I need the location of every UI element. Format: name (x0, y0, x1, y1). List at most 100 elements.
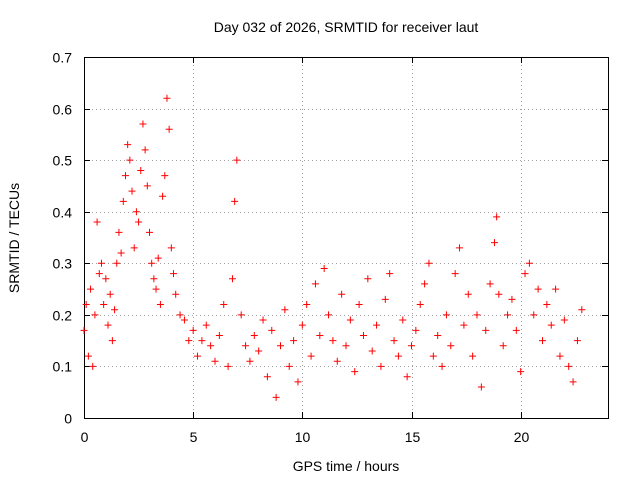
data-point (560, 316, 568, 324)
data-point (573, 337, 581, 345)
data-point (211, 357, 219, 365)
grid-lines (84, 57, 608, 418)
data-point (316, 331, 324, 339)
x-tick-label: 20 (514, 429, 530, 445)
data-point (530, 311, 538, 319)
data-point (425, 259, 433, 267)
data-point (231, 197, 239, 205)
y-tick-label: 0.5 (53, 153, 73, 169)
data-point (346, 316, 354, 324)
data-point (325, 311, 333, 319)
y-tick-label: 0 (64, 411, 72, 427)
data-point (102, 275, 110, 283)
data-point (486, 280, 494, 288)
data-point (233, 156, 241, 164)
data-point (93, 218, 101, 226)
y-tick-label: 0.6 (53, 102, 73, 118)
data-point (198, 337, 206, 345)
data-point (185, 337, 193, 345)
data-point (132, 208, 140, 216)
data-point (113, 259, 121, 267)
data-point (106, 290, 114, 298)
data-point (464, 290, 472, 298)
data-point (469, 352, 477, 360)
data-point (355, 301, 363, 309)
x-tick-label: 10 (295, 429, 311, 445)
data-point (80, 326, 88, 334)
data-points (80, 94, 586, 401)
data-point (89, 362, 97, 370)
data-point (499, 342, 507, 350)
data-point (176, 311, 184, 319)
data-point (139, 120, 147, 128)
data-point (320, 264, 328, 272)
data-point (224, 362, 232, 370)
x-tick-label: 0 (81, 429, 89, 445)
data-point (333, 357, 341, 365)
data-point (146, 228, 153, 236)
data-point (534, 285, 542, 293)
y-tick-label: 0.7 (53, 50, 73, 66)
data-point (408, 342, 415, 350)
data-point (451, 270, 459, 278)
data-point (163, 94, 171, 102)
data-point (137, 166, 145, 174)
data-point (263, 373, 271, 381)
data-point (482, 326, 490, 334)
data-point (202, 321, 210, 329)
data-point (126, 156, 134, 164)
data-point (429, 352, 437, 360)
data-point (539, 337, 546, 345)
data-point (285, 362, 293, 370)
data-point (281, 306, 289, 314)
data-point (154, 254, 162, 262)
data-point (220, 301, 228, 309)
data-point (547, 321, 555, 329)
data-point (543, 301, 551, 309)
data-point (215, 331, 223, 339)
data-point (82, 301, 90, 309)
data-point (124, 141, 132, 149)
data-point (565, 362, 573, 370)
data-point (95, 270, 103, 278)
data-point (294, 378, 302, 386)
data-point (237, 311, 245, 319)
data-point (381, 295, 389, 303)
y-tick-label: 0.2 (53, 308, 73, 324)
data-point (377, 362, 385, 370)
data-point (91, 311, 99, 319)
data-point (338, 290, 346, 298)
data-point (228, 275, 236, 283)
y-axis-label: SRMTID / TECUs (6, 183, 22, 293)
data-point (359, 331, 367, 339)
plot-frame (84, 57, 609, 419)
data-point (290, 337, 298, 345)
data-point (100, 301, 108, 309)
data-point (477, 383, 485, 391)
data-point (416, 301, 424, 309)
data-point (242, 342, 250, 350)
data-point (493, 213, 501, 221)
data-point (569, 378, 577, 386)
data-point (342, 342, 350, 350)
data-point (368, 347, 376, 355)
data-point (97, 259, 105, 267)
data-point (115, 228, 123, 236)
data-point (104, 321, 112, 329)
data-point (329, 337, 337, 345)
data-point (364, 275, 372, 283)
data-point (421, 280, 429, 288)
data-point (130, 244, 138, 252)
data-point (390, 337, 398, 345)
data-point (170, 270, 178, 278)
data-point (303, 301, 311, 309)
chart-title: Day 032 of 2026, SRMTID for receiver lau… (214, 19, 479, 35)
data-point (521, 270, 529, 278)
data-point (161, 172, 169, 180)
data-point (272, 393, 280, 401)
data-point (556, 352, 564, 360)
data-point (259, 316, 267, 324)
data-point (135, 218, 143, 226)
data-point (578, 306, 586, 314)
